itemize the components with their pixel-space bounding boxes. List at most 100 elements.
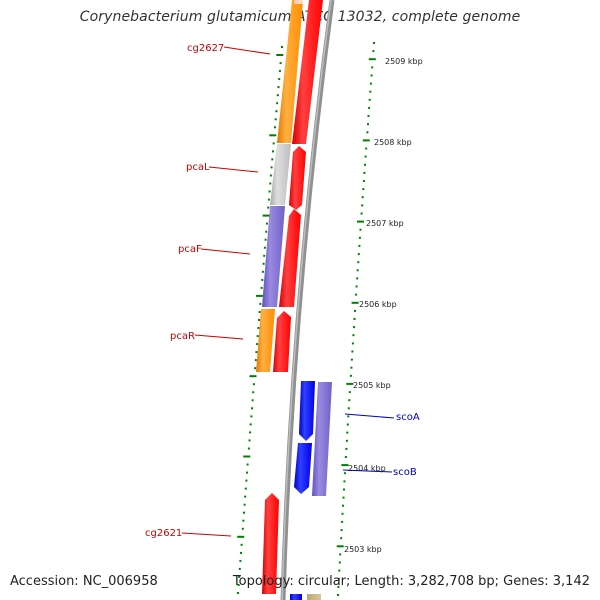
feature-minor-tick	[237, 592, 239, 594]
feature-minor-tick	[242, 519, 245, 522]
feature-major-tick	[255, 294, 263, 297]
scale-minor-tick	[347, 407, 350, 410]
accession-text: Accession: NC_006958	[10, 574, 158, 589]
feature-minor-tick	[247, 447, 250, 450]
tick-label: 2506 kbp	[359, 300, 397, 309]
scale-minor-tick	[356, 269, 359, 272]
feature-minor-tick	[243, 511, 245, 514]
scale-minor-tick	[346, 431, 349, 434]
feature-minor-tick	[281, 46, 283, 48]
scale-minor-tick	[366, 131, 369, 134]
scale-minor-tick	[368, 106, 371, 109]
feature-minor-tick	[262, 262, 265, 265]
scale-major-tick	[368, 58, 376, 61]
gene-label-pcaF[interactable]: pcaF	[178, 244, 202, 255]
feature-minor-tick	[249, 431, 252, 434]
feature-minor-tick	[274, 118, 277, 121]
feature-minor-tick	[238, 567, 241, 570]
scale-minor-tick	[361, 204, 364, 207]
feature-minor-tick	[272, 142, 275, 145]
scale-minor-tick	[367, 115, 370, 118]
feature-minor-tick	[270, 166, 273, 169]
genome-backbone	[280, 0, 335, 600]
gene-label-scoB[interactable]: scoB	[393, 467, 417, 478]
gene-label-pcaR[interactable]: pcaR	[170, 331, 195, 342]
scale-minor-tick	[348, 391, 351, 394]
scale-minor-tick	[340, 537, 343, 540]
scale-minor-tick	[356, 277, 359, 280]
scale-minor-tick	[363, 171, 366, 174]
tick-label: 2505 kbp	[353, 381, 391, 390]
scale-minor-tick	[361, 196, 364, 199]
cds-pcaL	[289, 146, 306, 210]
scale-minor-tick	[342, 496, 345, 499]
scale-minor-tick	[358, 236, 361, 239]
tick-label: 2503 kbp	[344, 545, 382, 554]
feature-minor-tick	[271, 158, 274, 161]
cds-pcaR	[273, 311, 291, 372]
feature-minor-tick	[237, 584, 240, 586]
feature-minor-tick	[238, 575, 241, 578]
cds-ring	[262, 0, 323, 594]
feature-minor-tick	[246, 471, 248, 474]
scale-minor-tick	[370, 74, 373, 77]
scale-minor-tick	[354, 309, 356, 312]
scale-minor-tick	[345, 439, 348, 442]
feature-minor-tick	[275, 110, 278, 113]
segment-purple	[262, 206, 285, 307]
feature-minor-tick	[239, 559, 242, 562]
scale-ruler	[336, 42, 376, 596]
feature-minor-tick	[254, 359, 257, 362]
feature-minor-tick	[263, 246, 266, 249]
scale-minor-tick	[362, 188, 365, 191]
scale-minor-tick	[359, 228, 362, 231]
feature-minor-tick	[257, 327, 260, 329]
feature-minor-tick	[272, 150, 274, 153]
feature-minor-tick	[249, 423, 252, 426]
gene-labels: cg2627 pcaL pcaF pcaR scoA scoB cg2621	[145, 43, 420, 539]
feature-minor-tick	[261, 270, 264, 273]
cds-scoA	[299, 381, 315, 441]
scale-minor-tick	[352, 334, 355, 337]
gene-label-cg2621[interactable]: cg2621	[145, 528, 182, 539]
cds-pcaF	[279, 209, 301, 307]
gene-label-scoA[interactable]: scoA	[396, 412, 420, 423]
scale-minor-tick	[338, 569, 341, 572]
feature-major-tick	[276, 54, 284, 56]
segment-purple-right	[312, 382, 332, 496]
feature-major-tick	[249, 375, 257, 378]
feature-minor-tick	[278, 78, 281, 81]
segment-orange-bottom	[256, 309, 275, 372]
feature-major-tick	[243, 455, 251, 458]
feature-minor-tick	[277, 86, 280, 89]
feature-ring-outer	[256, 0, 303, 372]
scale-minor-tick	[344, 456, 347, 458]
scale-major-tick	[341, 464, 349, 467]
feature-minor-tick	[251, 399, 254, 402]
feature-minor-tick	[260, 286, 263, 289]
scale-minor-tick	[341, 520, 344, 523]
gene-label-pcaL[interactable]: pcaL	[186, 162, 210, 173]
scale-minor-tick	[342, 504, 344, 507]
feature-minor-tick	[264, 238, 267, 241]
scale-minor-tick	[362, 180, 365, 182]
cds-cg2621	[262, 493, 279, 594]
feature-minor-tick	[245, 479, 248, 482]
scale-minor-tick	[349, 374, 352, 377]
feature-minor-tick	[250, 415, 253, 418]
scale-minor-tick	[341, 512, 344, 515]
scale-major-tick	[362, 139, 370, 142]
tick-label: 2507 kbp	[366, 219, 404, 228]
feature-minor-tick	[261, 278, 264, 281]
feature-minor-tick	[256, 335, 259, 338]
gene-label-cg2627[interactable]: cg2627	[187, 43, 224, 54]
scale-minor-tick	[351, 342, 354, 345]
scale-minor-tick	[351, 350, 354, 353]
feature-minor-tick	[252, 383, 255, 386]
scale-minor-tick	[345, 447, 348, 450]
genome-summary-text: Topology: circular; Length: 3,282,708 bp…	[232, 574, 590, 589]
feature-minor-tick	[244, 487, 247, 490]
scale-minor-tick	[337, 594, 339, 596]
scale-minor-tick	[369, 90, 372, 93]
